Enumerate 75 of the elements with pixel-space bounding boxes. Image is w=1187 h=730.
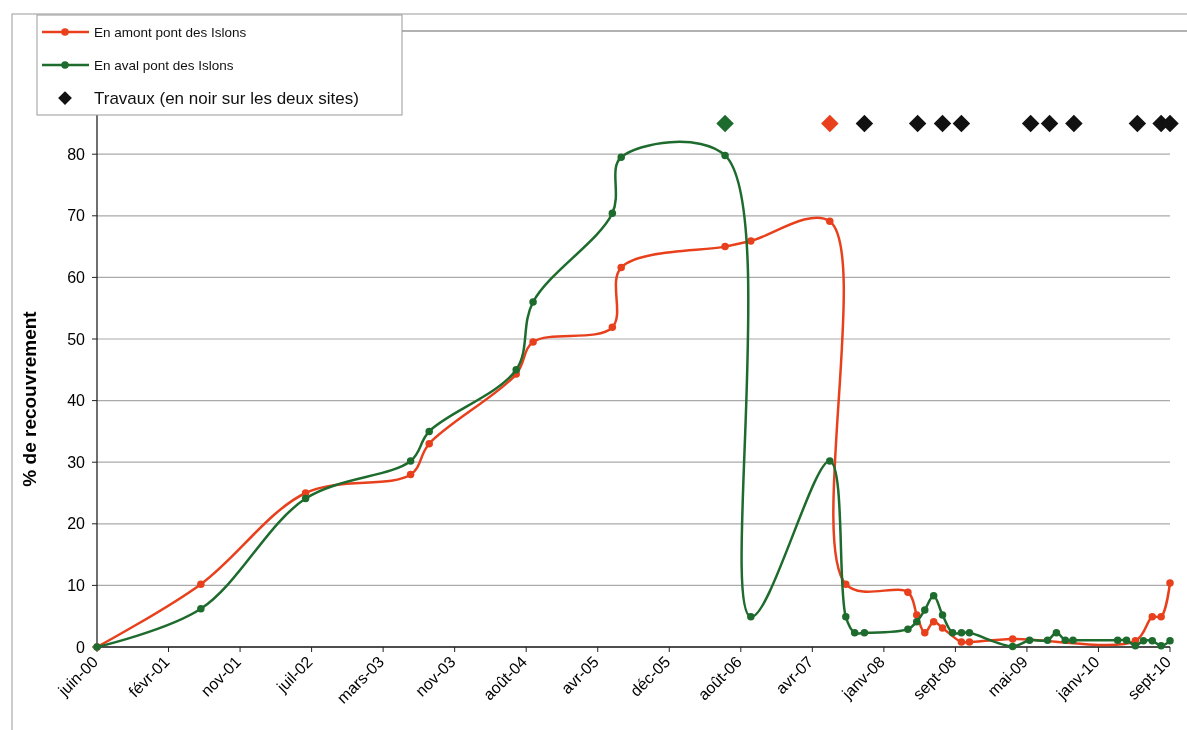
y-tick-label: 40 — [67, 392, 86, 410]
point — [904, 588, 912, 596]
legend-label: En aval pont des Islons — [94, 57, 234, 73]
point — [938, 611, 947, 619]
point — [721, 151, 729, 160]
point — [965, 638, 974, 646]
point — [1069, 636, 1077, 644]
point — [938, 624, 947, 632]
point — [1065, 114, 1083, 133]
point — [406, 470, 415, 479]
point — [512, 366, 520, 374]
point — [1128, 114, 1147, 133]
point — [1061, 636, 1070, 644]
y-tick-label: 50 — [67, 330, 86, 348]
point — [197, 580, 205, 588]
point — [965, 629, 974, 637]
point — [957, 629, 966, 637]
point — [929, 617, 938, 626]
y-axis-title: % de recouvrement — [19, 310, 40, 487]
point — [957, 638, 966, 646]
point — [1043, 636, 1052, 644]
y-tick-label: 60 — [67, 269, 86, 286]
legend-label: Travaux (en noir sur les deux sites) — [94, 88, 359, 108]
point — [608, 323, 617, 332]
point — [921, 606, 929, 614]
point — [1122, 636, 1131, 644]
point — [1052, 629, 1061, 637]
point — [617, 153, 625, 162]
point — [1025, 636, 1034, 644]
y-tick-label: 80 — [67, 145, 86, 163]
point — [1021, 114, 1040, 133]
point — [921, 629, 929, 637]
point — [1148, 637, 1157, 645]
y-tick-label: 30 — [67, 453, 86, 471]
point — [747, 237, 755, 245]
point — [617, 263, 625, 272]
point — [197, 605, 205, 613]
point — [425, 439, 433, 448]
point — [608, 209, 617, 218]
point — [913, 617, 921, 626]
point — [826, 217, 834, 226]
point — [1157, 642, 1165, 650]
point — [826, 457, 834, 465]
point — [1139, 637, 1148, 645]
point — [908, 114, 927, 133]
point — [721, 242, 729, 251]
point — [860, 629, 869, 637]
point — [406, 457, 415, 465]
point — [842, 613, 850, 621]
point — [301, 494, 310, 503]
point — [1113, 636, 1122, 644]
point — [952, 114, 971, 133]
point — [1008, 635, 1017, 643]
point — [425, 427, 433, 436]
point — [529, 338, 537, 346]
point — [850, 629, 859, 637]
point — [1040, 114, 1059, 133]
point — [1148, 613, 1157, 621]
point — [529, 298, 537, 306]
y-tick-label: 70 — [67, 207, 86, 225]
legend-label: En amont pont des Islons — [94, 24, 247, 40]
point — [904, 625, 912, 633]
point — [747, 613, 755, 621]
y-tick-label: 20 — [67, 515, 86, 533]
point — [929, 592, 938, 600]
point — [1166, 579, 1174, 587]
point — [1157, 613, 1165, 621]
y-tick-label: 10 — [67, 577, 86, 594]
point — [1166, 637, 1174, 645]
point — [948, 629, 957, 637]
point — [855, 114, 874, 133]
y-tick-label: 0 — [76, 638, 86, 656]
point — [933, 114, 952, 133]
point — [1131, 642, 1140, 650]
point — [1008, 642, 1017, 651]
